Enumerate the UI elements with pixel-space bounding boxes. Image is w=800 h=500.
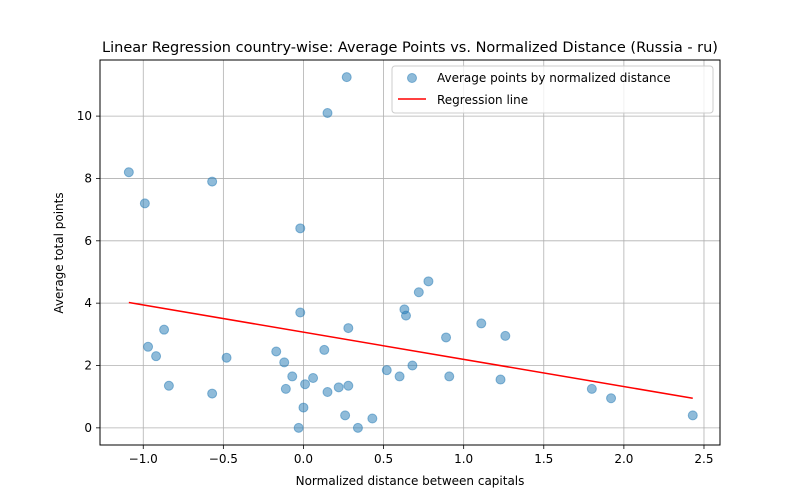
y-tick-label: 4	[84, 296, 92, 310]
scatter-point	[413, 287, 424, 298]
scatter-point	[381, 365, 392, 376]
legend-label-line: Regression line	[437, 93, 528, 107]
scatter-point	[295, 223, 306, 234]
y-tick-label: 6	[84, 234, 92, 248]
scatter-points	[123, 72, 698, 433]
scatter-point	[280, 383, 291, 394]
legend: Average points by normalized distance Re…	[391, 65, 714, 114]
x-tick-label: −0.5	[209, 452, 238, 466]
x-tick-label: 1.0	[454, 452, 473, 466]
scatter-point	[500, 330, 511, 341]
scatter-point	[295, 307, 306, 318]
scatter-point	[322, 107, 333, 118]
regression-line	[128, 301, 693, 399]
x-tick-label: −1.0	[129, 452, 158, 466]
scatter-point	[322, 387, 333, 398]
scatter-point	[476, 318, 487, 329]
scatter-point	[341, 72, 352, 83]
scatter-point	[407, 360, 418, 371]
scatter-point	[352, 422, 363, 433]
scatter-point	[308, 372, 319, 383]
scatter-point	[271, 346, 282, 357]
scatter-point	[367, 413, 378, 424]
scatter-point	[143, 341, 154, 352]
scatter-point	[221, 352, 232, 363]
scatter-point	[163, 380, 174, 391]
scatter-point	[279, 357, 290, 368]
scatter-point	[343, 380, 354, 391]
scatter-point	[159, 324, 170, 335]
scatter-point	[123, 167, 134, 178]
scatter-point	[293, 422, 304, 433]
x-tick-label: 0.0	[294, 452, 313, 466]
scatter-point	[151, 351, 162, 362]
x-tick-label: 2.0	[614, 452, 633, 466]
legend-marker-scatter	[407, 73, 417, 83]
scatter-point	[343, 323, 354, 334]
scatter-point	[333, 382, 344, 393]
scatter-point	[207, 176, 218, 187]
scatter-point	[207, 388, 218, 399]
scatter-point	[287, 371, 298, 382]
scatter-point	[298, 402, 309, 413]
plot-frame	[99, 59, 721, 446]
scatter-point	[423, 276, 434, 287]
regression-line-layer	[128, 301, 693, 399]
scatter-point	[444, 371, 455, 382]
scatter-point	[139, 198, 150, 209]
x-tick-label: 1.5	[534, 452, 553, 466]
scatter-point	[606, 393, 617, 404]
x-axis-label: Normalized distance between capitals	[296, 474, 525, 488]
scatter-point	[300, 379, 311, 390]
scatter-point	[586, 383, 597, 394]
grid	[100, 60, 720, 445]
y-tick-label: 0	[84, 421, 92, 435]
scatter-point	[394, 371, 405, 382]
y-tick-label: 10	[77, 109, 92, 123]
chart-title: Linear Regression country-wise: Average …	[102, 40, 718, 56]
scatter-point	[441, 332, 452, 343]
scatter-point	[687, 410, 698, 421]
y-tick-label: 2	[84, 359, 92, 373]
legend-label-scatter: Average points by normalized distance	[437, 71, 671, 85]
scatter-point	[400, 310, 411, 321]
scatter-point	[319, 344, 330, 355]
x-axis-ticks: −1.0 −0.5 0.0 0.5 1.0 1.5 2.0 2.5	[129, 445, 714, 466]
scatter-point	[495, 374, 506, 385]
y-axis-ticks: 0 2 4 6 8 10	[77, 109, 100, 435]
y-tick-label: 8	[84, 171, 92, 185]
y-axis-label: Average total points	[52, 192, 66, 313]
x-tick-label: 2.5	[694, 452, 713, 466]
x-tick-label: 0.5	[374, 452, 393, 466]
scatter-point	[340, 410, 351, 421]
legend-box	[391, 65, 714, 114]
